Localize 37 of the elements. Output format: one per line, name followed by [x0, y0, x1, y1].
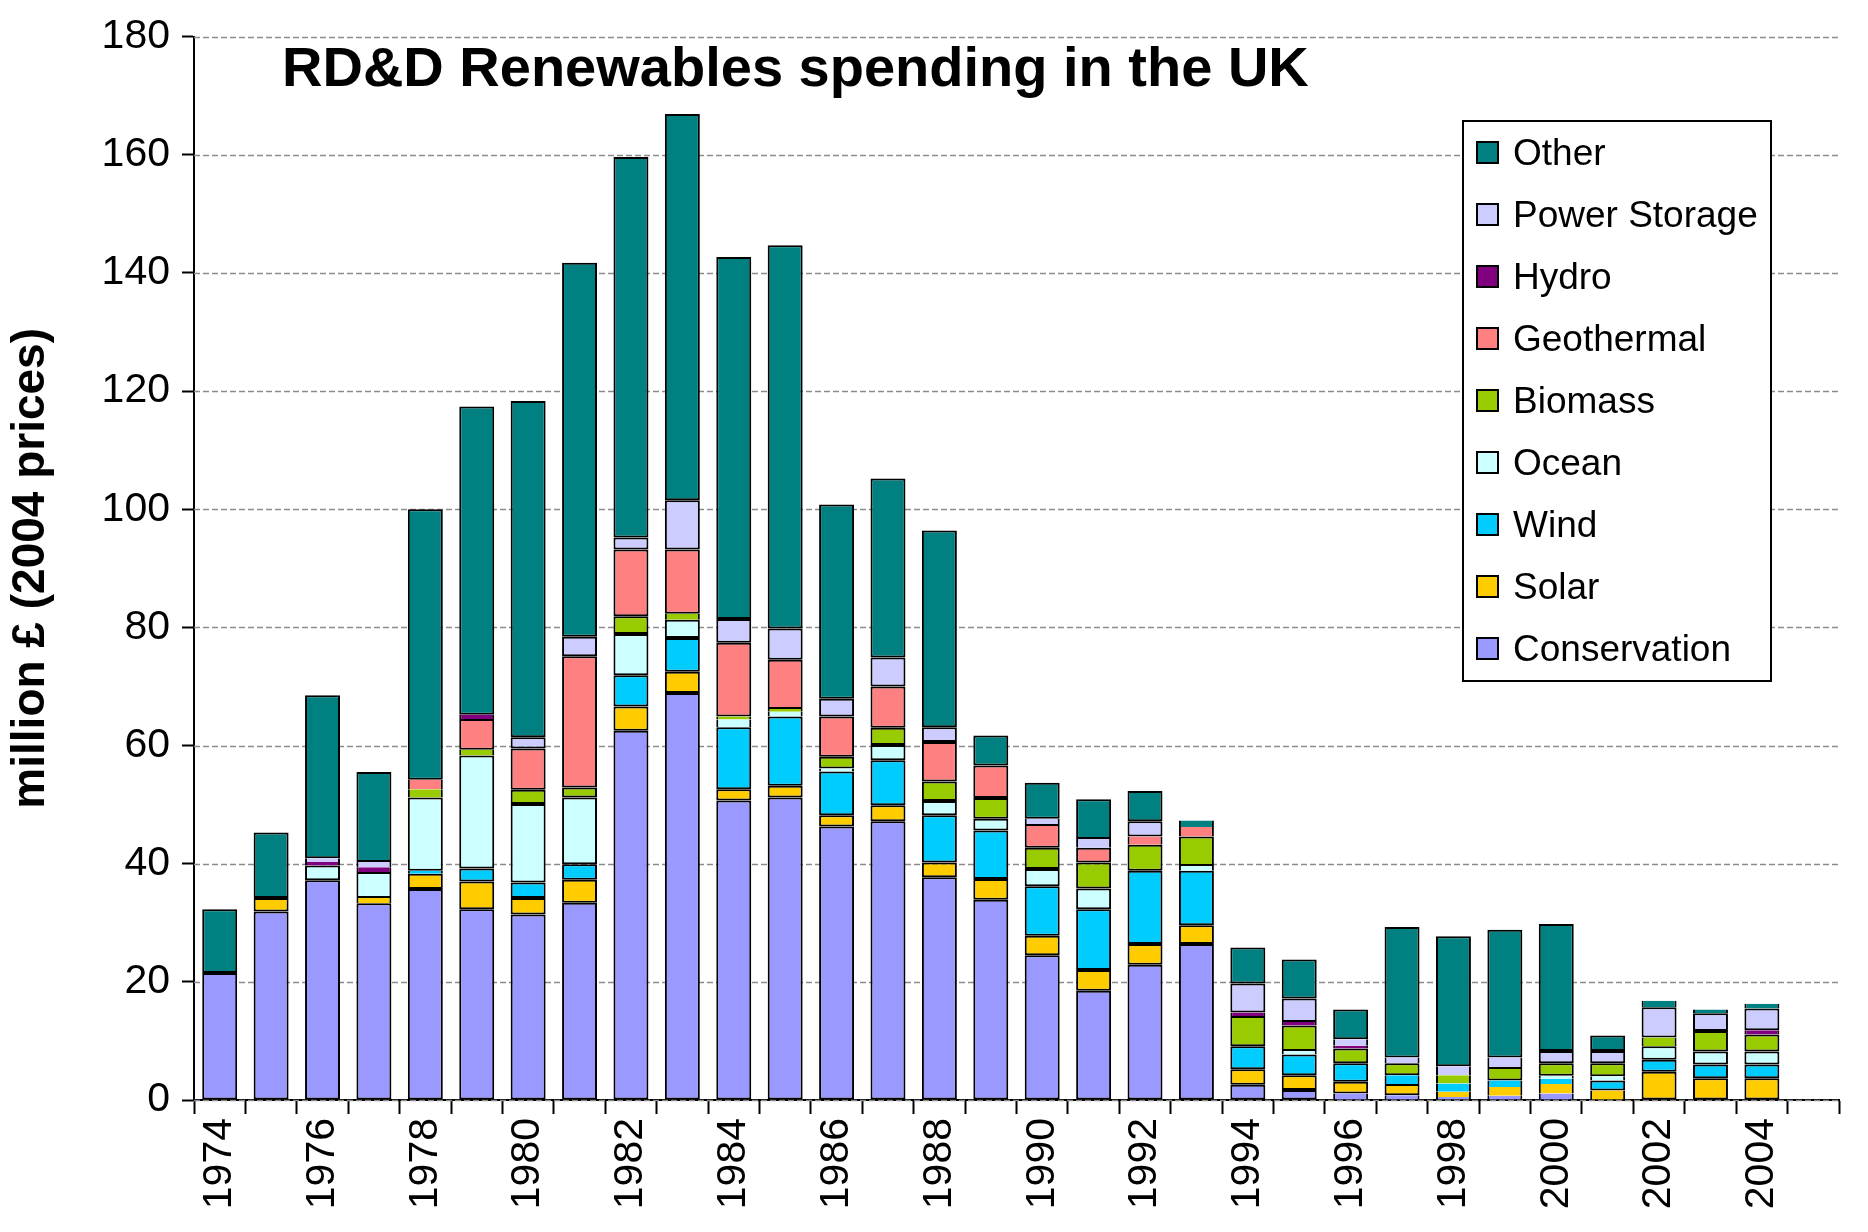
x-tick-label: 1986 — [810, 1118, 857, 1210]
legend-label: Power Storage — [1513, 194, 1758, 236]
x-tick-label: 1984 — [708, 1118, 755, 1210]
x-tick-label: 1994 — [1222, 1118, 1269, 1210]
legend-label: Wind — [1513, 504, 1598, 546]
y-tick-label: 20 — [124, 956, 170, 1003]
legend-label: Biomass — [1513, 380, 1655, 422]
chart-title: RD&D Renewables spending in the UK — [282, 34, 1309, 98]
x-tick-label: 1980 — [502, 1118, 549, 1210]
legend-label: Other — [1513, 132, 1606, 174]
legend-label: Hydro — [1513, 256, 1612, 298]
y-tick-label: 100 — [101, 483, 170, 530]
y-tick-label: 120 — [101, 365, 170, 412]
x-tick-label: 1978 — [399, 1118, 446, 1210]
legend-label: Solar — [1513, 566, 1600, 608]
y-tick-label: 180 — [101, 10, 170, 57]
legend-label: Ocean — [1513, 442, 1623, 484]
x-tick-label: 1996 — [1324, 1118, 1371, 1210]
y-tick-label: 60 — [124, 719, 170, 766]
y-tick-label: 40 — [124, 838, 170, 884]
x-tick-label: 1974 — [194, 1118, 241, 1210]
y-axis-title: million £ (2004 prices) — [2, 327, 55, 809]
legend-label: Conservation — [1513, 628, 1732, 670]
x-tick-label: 2000 — [1530, 1118, 1577, 1210]
legend-label: Geothermal — [1513, 318, 1707, 360]
x-tick-label: 1982 — [605, 1118, 652, 1210]
y-tick-label: 140 — [101, 247, 170, 294]
x-tick-label: 1992 — [1119, 1118, 1166, 1210]
x-tick-label: 1990 — [1016, 1118, 1063, 1210]
x-tick-label: 1976 — [296, 1118, 343, 1210]
x-tick-label: 1998 — [1427, 1118, 1474, 1210]
x-tick-label: 2002 — [1633, 1118, 1680, 1210]
y-tick-label: 80 — [124, 601, 170, 648]
y-tick-label: 0 — [147, 1074, 170, 1121]
x-tick-label: 1988 — [913, 1118, 960, 1210]
x-tick-label: 2004 — [1736, 1118, 1783, 1210]
y-tick-label: 160 — [101, 129, 170, 176]
